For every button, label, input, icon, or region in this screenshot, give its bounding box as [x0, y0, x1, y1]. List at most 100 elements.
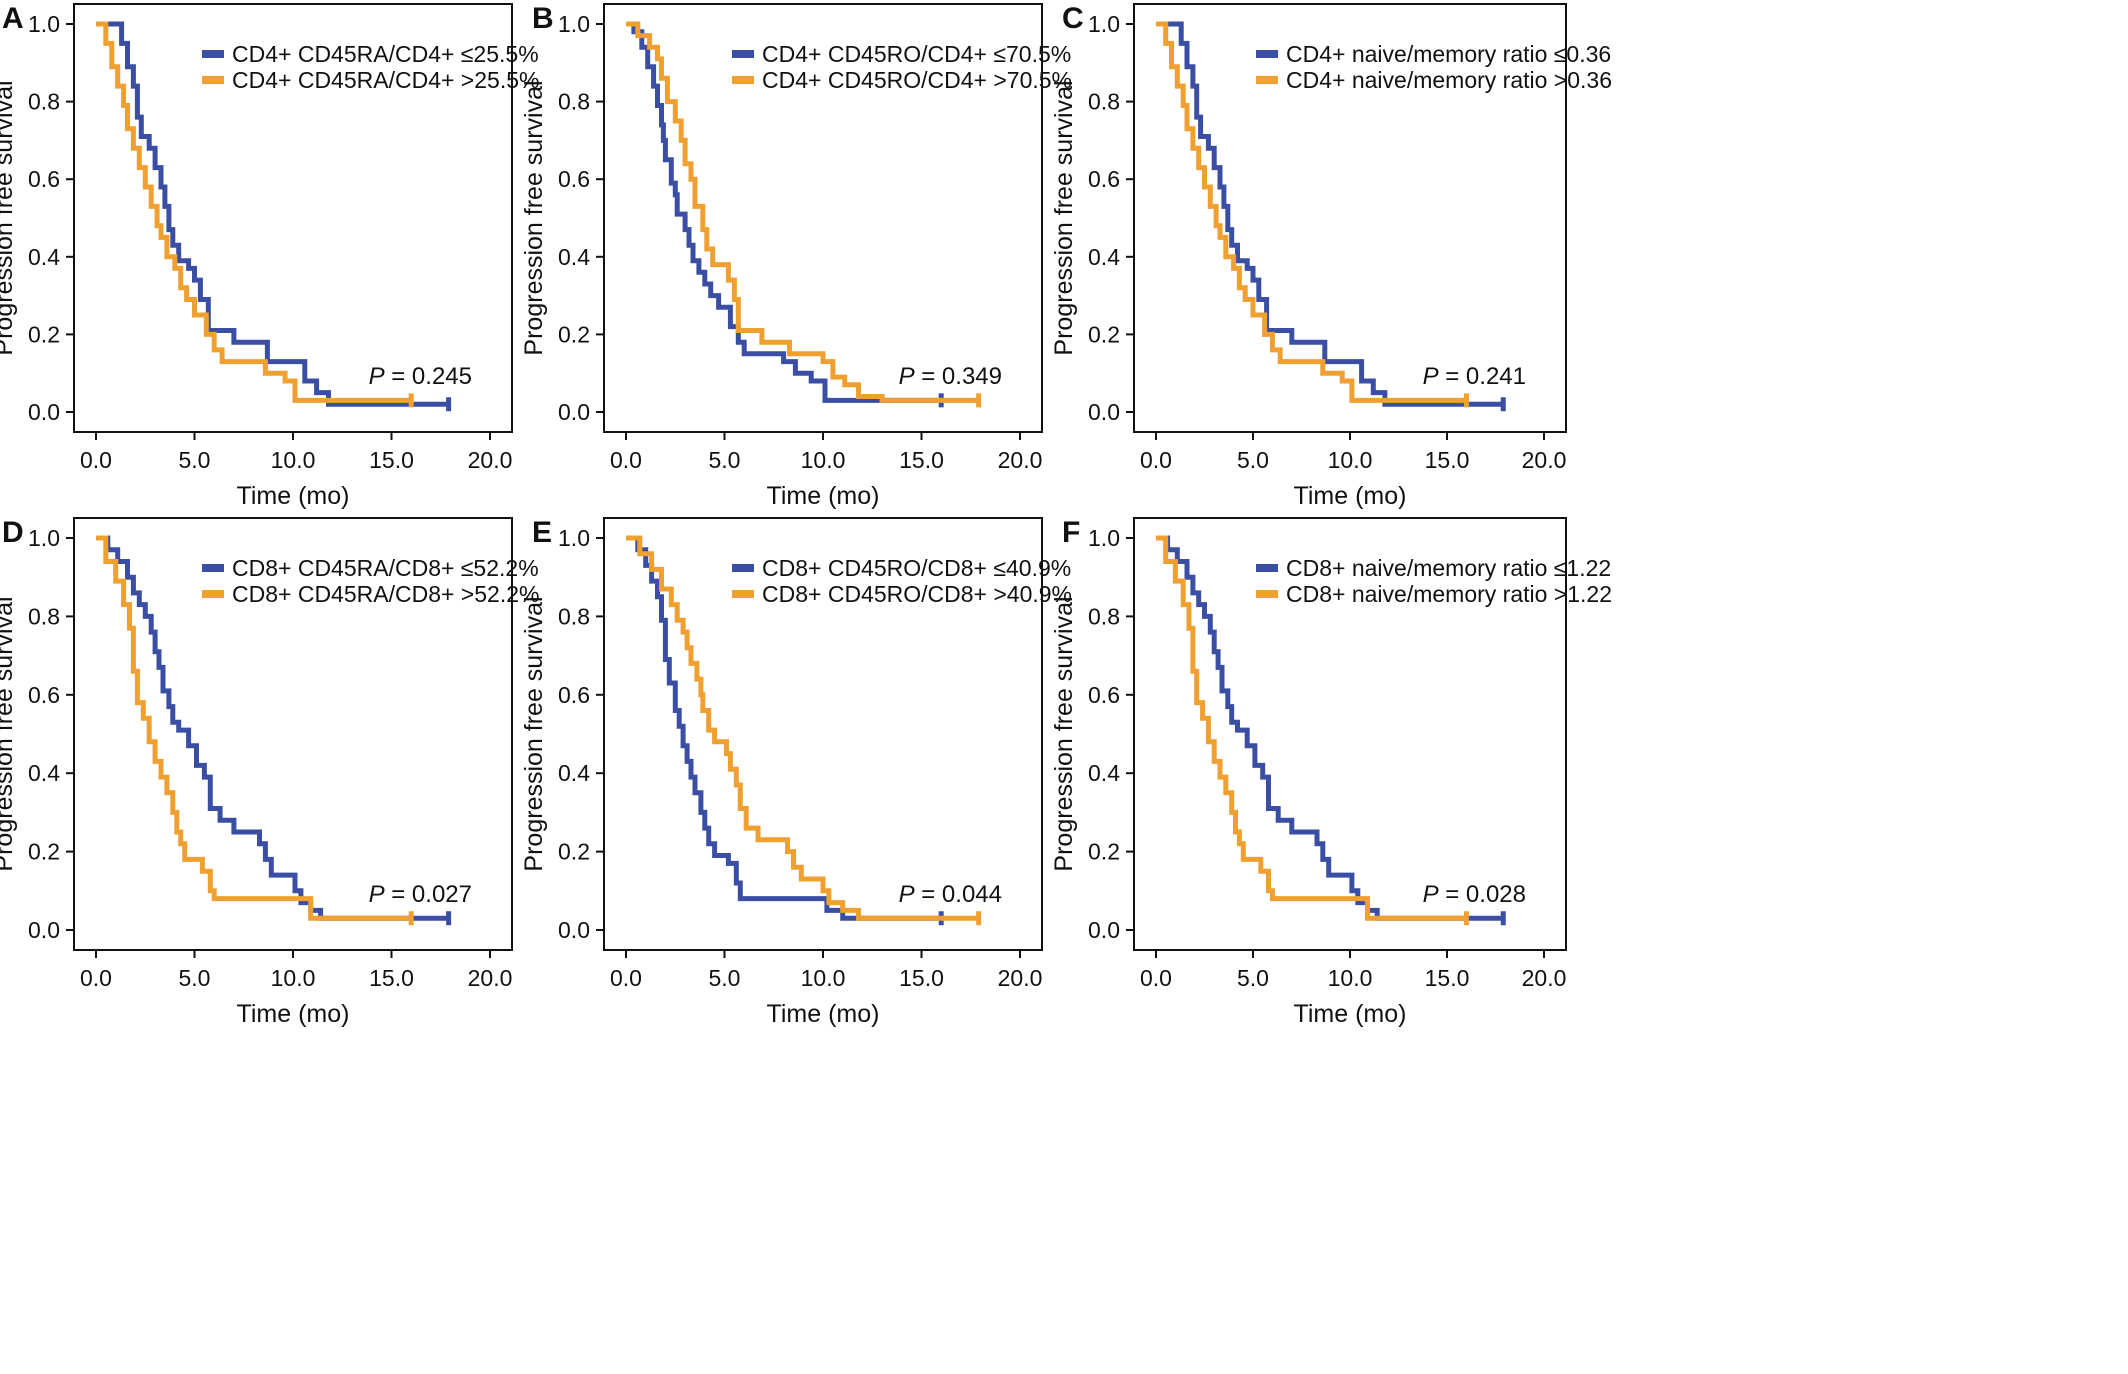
y-tick-label: 0.8: [1088, 89, 1120, 115]
p-value: P = 0.349: [899, 363, 1002, 390]
p-value: P = 0.027: [369, 881, 472, 908]
p-value-symbol: P: [369, 881, 385, 908]
x-tick-label: 15.0: [899, 447, 944, 473]
survival-curve-low: [96, 21, 449, 407]
legend-label: CD8+ naive/memory ratio ≤1.22: [1286, 555, 1611, 581]
survival-curve-low: [626, 21, 942, 403]
x-tick-label: 10.0: [1328, 965, 1373, 991]
panel-letter: F: [1062, 516, 1080, 549]
x-tick-label: 15.0: [369, 447, 414, 473]
x-tick-label: 15.0: [369, 965, 414, 991]
y-tick-label: 0.6: [558, 682, 590, 708]
y-tick-label: 0.0: [28, 917, 60, 943]
y-axis-label: Progression free survival: [0, 596, 18, 871]
legend-label: CD4+ naive/memory ratio ≤0.36: [1286, 41, 1611, 67]
y-tick-label: 0.6: [1088, 682, 1120, 708]
p-value-number: = 0.027: [385, 881, 472, 908]
panel-letter: D: [2, 516, 24, 549]
x-axis-label: Time (mo): [767, 1000, 880, 1028]
legend-label: CD8+ CD45RO/CD8+ ≤40.9%: [762, 555, 1071, 581]
y-axis-label: Progression free survival: [0, 80, 18, 355]
survival-curve-high: [1156, 21, 1467, 403]
y-tick-label: 1.0: [1088, 525, 1120, 551]
x-tick-label: 20.0: [998, 965, 1043, 991]
y-tick-label: 0.0: [558, 399, 590, 425]
panel-letter: E: [532, 516, 552, 549]
p-value-symbol: P: [899, 881, 915, 908]
legend-label: CD4+ CD45RO/CD4+ >70.5%: [762, 67, 1072, 93]
panel-c: C 0.0 5.0 10.0 15.0 20.0 0.0 0.2 0.4 0.6 0.8 1.0 Tim…: [1050, 2, 1612, 510]
survival-curve-low: [96, 535, 449, 921]
y-tick-label: 1.0: [1088, 11, 1120, 37]
y-tick-label: 1.0: [28, 525, 60, 551]
y-tick-label: 1.0: [558, 11, 590, 37]
x-tick-label: 0.0: [610, 447, 642, 473]
legend-label: CD4+ CD45RA/CD4+ >25.5%: [232, 67, 539, 93]
y-tick-label: 0.2: [28, 321, 60, 347]
x-tick-label: 15.0: [1425, 447, 1470, 473]
panel-f: F 0.0 5.0 10.0 15.0 20.0 0.0 0.2 0.4 0.6 0.8 1.0 Tim…: [1050, 516, 1612, 1028]
y-tick-label: 0.2: [558, 839, 590, 865]
panel-e: E 0.0 5.0 10.0 15.0 20.0 0.0 0.2 0.4 0.6 0.8 1.0 Tim…: [520, 516, 1072, 1028]
y-tick-label: 1.0: [558, 525, 590, 551]
survival-curve-low: [626, 535, 942, 921]
y-tick-label: 1.0: [28, 11, 60, 37]
panel-b: B 0.0 5.0 10.0 15.0 20.0 0.0 0.2 0.4 0.6 0.8 1.0 Tim…: [520, 2, 1072, 510]
y-axis-label: Progression free survival: [1050, 80, 1078, 355]
x-tick-label: 20.0: [998, 447, 1043, 473]
x-tick-label: 5.0: [179, 447, 211, 473]
legend-label: CD4+ naive/memory ratio >0.36: [1286, 67, 1612, 93]
survival-curve-high: [626, 535, 979, 921]
survival-curve-low: [1156, 21, 1504, 407]
y-tick-label: 0.2: [28, 839, 60, 865]
x-tick-label: 20.0: [468, 447, 513, 473]
x-tick-label: 20.0: [468, 965, 513, 991]
y-tick-label: 0.0: [558, 917, 590, 943]
y-tick-label: 0.8: [1088, 603, 1120, 629]
x-tick-label: 10.0: [1328, 447, 1373, 473]
p-value: P = 0.028: [1423, 881, 1526, 908]
y-tick-label: 0.4: [1088, 244, 1120, 270]
y-tick-label: 0.2: [1088, 839, 1120, 865]
p-value-number: = 0.349: [915, 363, 1002, 390]
p-value-number: = 0.028: [1439, 881, 1526, 908]
x-tick-label: 10.0: [271, 447, 316, 473]
y-tick-label: 0.6: [28, 166, 60, 192]
y-tick-label: 0.8: [28, 89, 60, 115]
p-value: P = 0.241: [1423, 363, 1526, 390]
survival-curve-high: [1156, 535, 1467, 921]
survival-curve-high: [96, 535, 412, 921]
p-value-symbol: P: [899, 363, 915, 390]
x-tick-label: 5.0: [709, 965, 741, 991]
x-tick-label: 5.0: [709, 447, 741, 473]
y-tick-label: 0.4: [558, 244, 590, 270]
x-tick-label: 5.0: [1237, 447, 1269, 473]
p-value-number: = 0.241: [1439, 363, 1526, 390]
x-axis-label: Time (mo): [237, 482, 350, 510]
x-tick-label: 0.0: [80, 447, 112, 473]
y-tick-label: 0.4: [558, 760, 590, 786]
x-tick-label: 5.0: [1237, 965, 1269, 991]
p-value-symbol: P: [1423, 881, 1439, 908]
legend-label: CD8+ CD45RO/CD8+ >40.9%: [762, 581, 1072, 607]
survival-curve-high: [96, 21, 412, 403]
y-tick-label: 0.6: [28, 682, 60, 708]
panel-letter: A: [2, 2, 24, 35]
x-tick-label: 10.0: [271, 965, 316, 991]
y-tick-label: 0.6: [1088, 166, 1120, 192]
panel-a: A 0.0 5.0 10.0 15.0 20.0 0.0 0.2 0.4 0.6 0.8 1.0 Tim…: [0, 2, 539, 510]
p-value: P = 0.245: [369, 363, 472, 390]
y-axis-label: Progression free survival: [520, 80, 548, 355]
y-tick-label: 0.8: [28, 603, 60, 629]
y-tick-label: 0.8: [558, 603, 590, 629]
p-value-number: = 0.245: [385, 363, 472, 390]
y-tick-label: 0.4: [28, 760, 60, 786]
x-axis-label: Time (mo): [237, 1000, 350, 1028]
p-value: P = 0.044: [899, 881, 1002, 908]
x-tick-label: 15.0: [899, 965, 944, 991]
x-tick-label: 0.0: [1140, 965, 1172, 991]
x-tick-label: 0.0: [1140, 447, 1172, 473]
y-tick-label: 0.4: [28, 244, 60, 270]
y-tick-label: 0.8: [558, 89, 590, 115]
